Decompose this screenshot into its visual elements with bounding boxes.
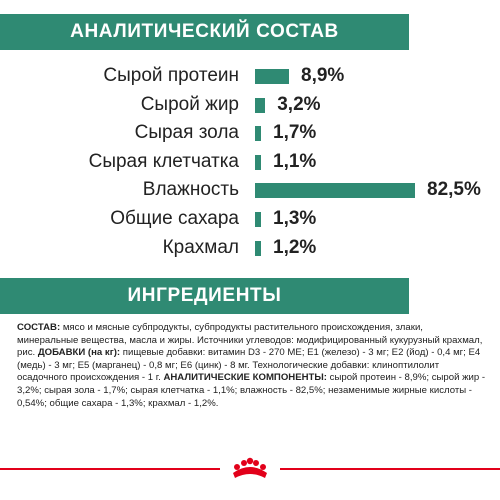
analysis-row-label: Сырая клетчатка (88, 150, 239, 172)
analysis-row-bar (255, 183, 415, 199)
analysis-row-value: 1,2% (273, 236, 317, 258)
composition-text-block: СОСТАВ: мясо и мясные субпродукты, субпр… (17, 322, 487, 410)
analysis-title: АНАЛИТИЧЕСКИЙ СОСТАВ (70, 21, 339, 42)
analysis-row-label: Крахмал (162, 236, 239, 258)
analysis-row-label: Влажность (142, 179, 239, 201)
analysis-row-bar (255, 69, 289, 84)
analytical-components-label: АНАЛИТИЧЕСКИЕ КОМПОНЕНТЫ: (163, 372, 327, 384)
analysis-row: Сырая клетчатка 1,1% (0, 150, 500, 174)
analysis-row-label: Сырой протеин (103, 65, 239, 86)
composition-text: мясо и мясные субпродукты, субпродукты р… (17, 322, 483, 359)
analysis-row-value: 1,1% (273, 150, 317, 172)
analysis-row-label: Общие сахара (110, 208, 239, 229)
analysis-row-value: 8,9% (301, 65, 345, 86)
analysis-row-bar (255, 126, 261, 142)
analysis-header: АНАЛИТИЧЕСКИЙ СОСТАВ (0, 14, 409, 50)
analysis-row: Общие сахара 1,3% (0, 207, 500, 231)
analysis-row-value: 3,2% (277, 93, 321, 115)
analysis-row: Влажность 82,5% (0, 178, 500, 202)
analysis-row: Сырая зола 1,7% (0, 121, 500, 145)
crown-logo-icon (220, 455, 280, 485)
analysis-row-bar (255, 154, 261, 170)
additives-label: ДОБАВКИ (на кг): (37, 347, 121, 359)
analytical-components-text: сырой протеин - 8,9%; сырой жир - 3,2%; … (17, 372, 486, 409)
analysis-row-bar (255, 212, 261, 227)
ingredients-header: ИНГРЕДИЕНТЫ (0, 278, 409, 314)
analysis-row-bar (255, 240, 261, 256)
analysis-row-value: 1,7% (273, 122, 317, 144)
analysis-row-bar (255, 97, 266, 113)
analysis-row-value: 82,5% (427, 179, 481, 201)
analysis-row-value: 1,3% (273, 208, 317, 229)
additives-text: пищевые добавки: витамин D3 - 270 МЕ; E1… (17, 347, 481, 384)
analysis-row-label: Сырой жир (140, 93, 239, 115)
ingredients-title: ИНГРЕДИЕНТЫ (127, 285, 282, 306)
analysis-row: Сырой протеин 8,9% (0, 64, 500, 88)
analysis-row: Сырой жир 3,2% (0, 93, 500, 117)
analysis-row-label: Сырая зола (134, 122, 239, 144)
analysis-row: Крахмал 1,2% (0, 236, 500, 260)
composition-label: СОСТАВ: (17, 322, 61, 333)
